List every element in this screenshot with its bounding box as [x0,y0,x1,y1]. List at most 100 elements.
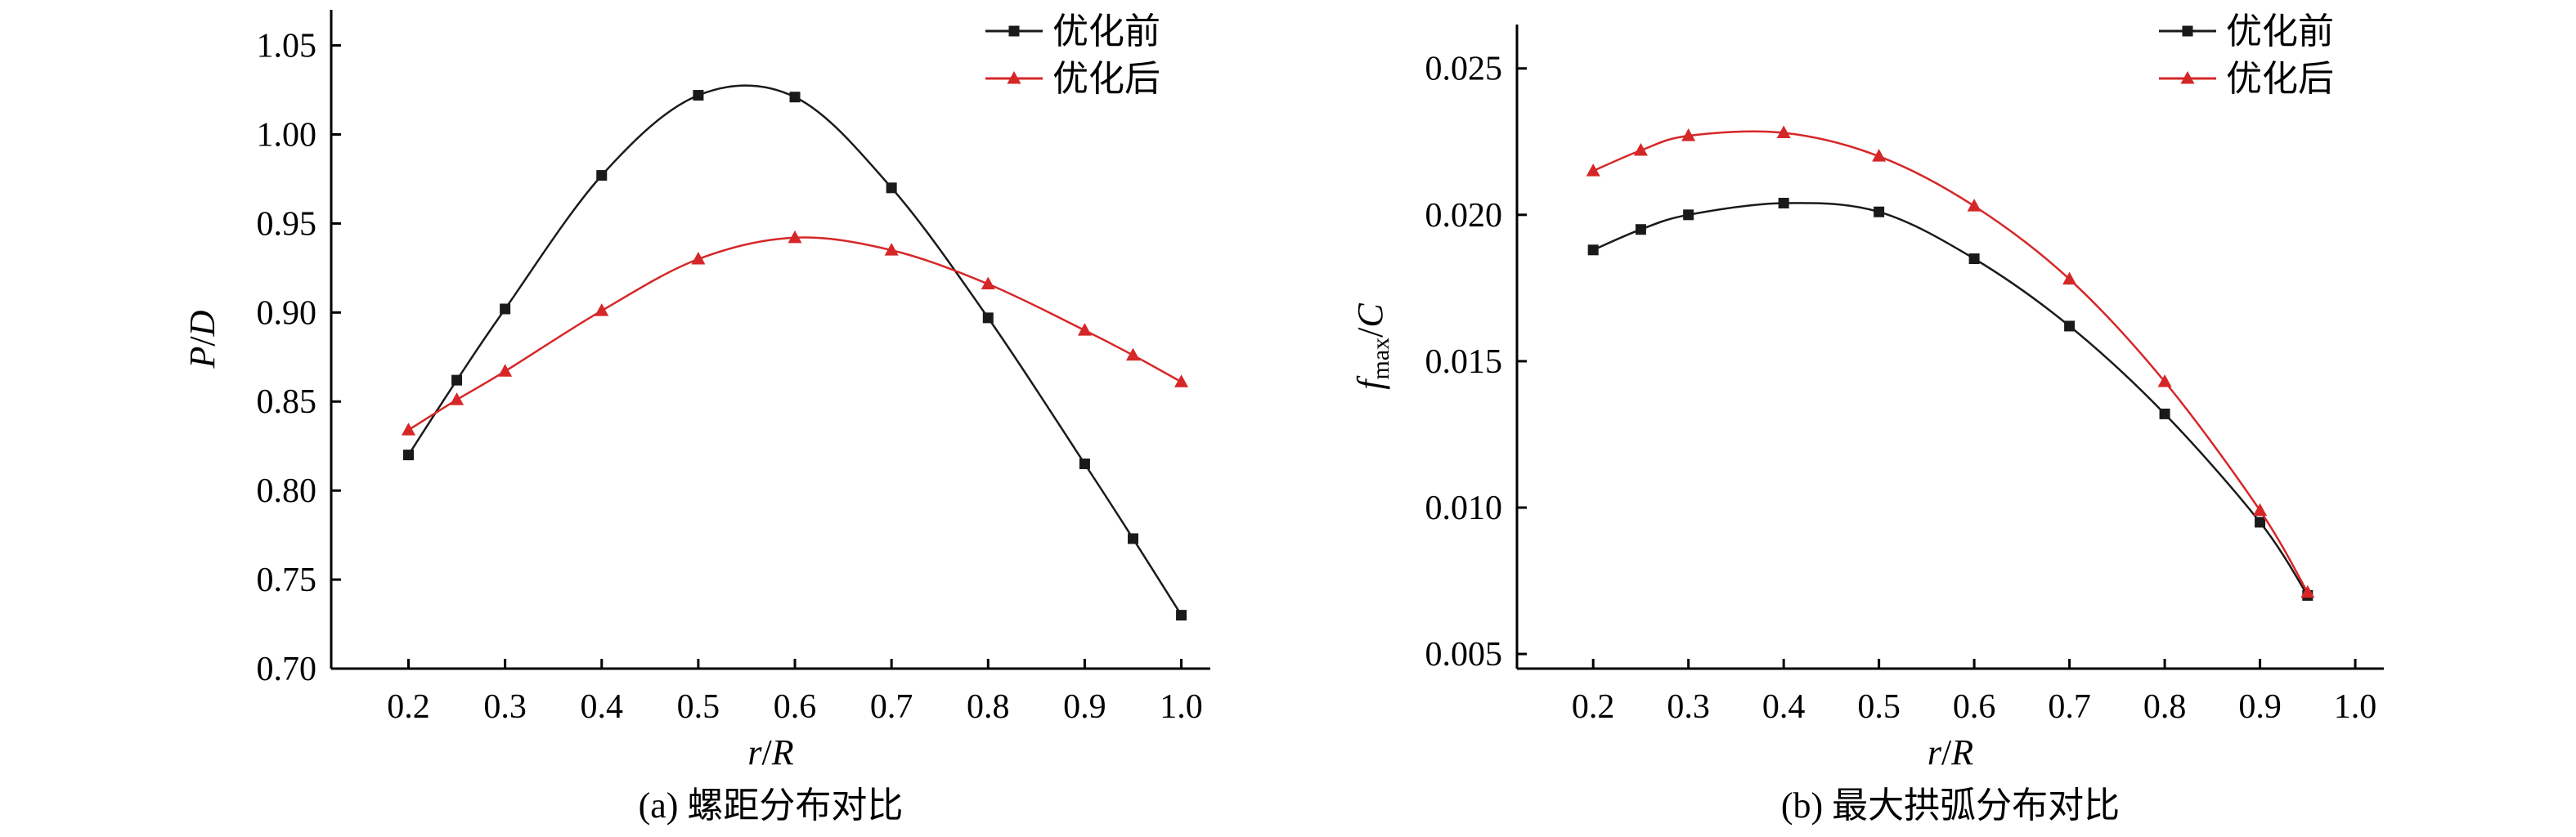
y-tick-label: 0.95 [257,205,317,243]
data-point-square [886,182,897,194]
data-point-square [451,374,463,386]
data-point-triangle [2253,503,2268,517]
chart-a-pitch-distribution: 0.2 0.3 0.4 0.5 0.6 0.7 0.8 0.9 1.0 0.70 0.75 0.80 0… [182,10,1210,826]
x-axis-title: r/R [747,732,793,772]
x-tick-label: 0.9 [1063,688,1106,726]
data-point-triangle [2157,374,2172,387]
data-point-square [596,170,608,181]
x-tick-label: 0.6 [1953,688,1996,726]
data-point-square [1874,206,1885,217]
data-point-triangle [1776,125,1791,139]
data-point-triangle [1872,149,1887,162]
chart-caption: (b) 最大拱弧分布对比 [1781,786,2120,826]
x-tick-label: 0.7 [2048,688,2091,726]
data-point-square [1968,253,1980,265]
series-before [1587,197,2313,601]
data-point-square [1008,25,1020,37]
series-line [1592,202,2309,597]
data-point-square [1778,197,1789,208]
x-tick-label: 1.0 [1160,688,1203,726]
y-tick-label: 1.05 [257,28,317,65]
data-point-triangle [788,230,802,244]
x-tick-label: 0.8 [967,688,1010,726]
legend-label: 优化后 [1052,58,1160,100]
data-point-triangle [1007,71,1021,84]
legend-label: 优化前 [2226,11,2334,52]
x-tick-label: 0.5 [1857,688,1901,726]
data-point-square [2182,25,2193,37]
data-point-triangle [498,364,513,377]
x-tick-label: 1.0 [2334,688,2377,726]
series-line [1592,130,2309,593]
series-after [402,230,1189,436]
series-line [407,84,1183,616]
x-tick-label: 0.2 [387,688,430,726]
y-tick-label: 0.70 [257,651,317,688]
legend-entry: 优化后 [985,58,1160,100]
data-point-triangle [1586,163,1600,177]
legend-entry: 优化前 [985,11,1160,52]
data-point-triangle [691,251,706,265]
x-tick-label: 0.5 [677,688,720,726]
series-line [407,236,1183,432]
data-point-square [982,312,994,324]
y-tick-label: 0.010 [1425,490,1503,527]
data-point-triangle [981,276,995,289]
data-point-triangle [2300,584,2315,598]
data-point-square [1176,610,1187,621]
data-point-triangle [595,303,609,316]
x-axis-title: r/R [1928,732,1973,772]
data-point-square [500,303,511,315]
data-point-triangle [402,423,416,436]
y-tick-label: 0.025 [1425,51,1503,88]
data-point-square [1079,458,1090,469]
data-point-square [1683,209,1694,221]
y-tick-label: 0.020 [1425,197,1503,235]
data-point-triangle [1633,143,1648,156]
data-point-triangle [1174,374,1189,387]
y-axis-title: P/D [182,310,222,369]
data-point-square [1635,224,1646,235]
legend-label: 优化后 [2226,58,2334,100]
data-point-triangle [1967,199,1981,212]
y-tick-label: 0.75 [257,562,317,599]
y-tick-label: 0.015 [1425,343,1503,381]
x-tick-label: 0.3 [483,688,527,726]
x-tick-label: 0.4 [581,688,624,726]
data-point-triangle [1125,347,1140,361]
x-tick-label: 0.6 [774,688,817,726]
data-point-square [2255,517,2266,528]
x-tick-label: 0.8 [2143,688,2187,726]
series-before [403,84,1187,621]
chart-b-max-camber-distribution: 0.2 0.3 0.4 0.5 0.6 0.7 0.8 0.9 1.0 0.005 0.010 0.0… [1350,11,2384,826]
data-point-square [403,450,415,461]
data-point-square [693,90,704,101]
y-tick-label: 0.90 [257,294,317,332]
x-tick-label: 0.4 [1762,688,1806,726]
y-tick-label: 0.85 [257,383,317,421]
x-tick-label: 0.9 [2238,688,2282,726]
y-tick-label: 0.80 [257,472,317,510]
x-tick-label: 0.2 [1572,688,1615,726]
chart-caption: (a) 螺距分布对比 [639,786,904,826]
data-point-triangle [450,392,464,405]
x-tick-label: 0.7 [870,688,913,726]
legend-entry: 优化前 [2159,11,2334,52]
y-tick-label: 0.005 [1425,636,1503,674]
legend-entry: 优化后 [2159,58,2334,100]
data-point-triangle [2062,271,2077,285]
x-tick-label: 0.3 [1667,688,1710,726]
data-point-triangle [884,243,899,256]
data-point-triangle [1681,128,1696,141]
data-point-square [1127,533,1138,544]
y-tick-label: 1.00 [257,116,317,154]
series-after [1586,125,2315,598]
data-point-square [2064,320,2076,332]
legend-label: 优化前 [1052,11,1160,52]
data-point-square [2159,408,2170,419]
data-point-triangle [1077,323,1092,336]
data-point-triangle [2180,71,2195,84]
data-point-square [789,92,801,103]
y-axis-title: fmax/C [1350,303,1394,390]
